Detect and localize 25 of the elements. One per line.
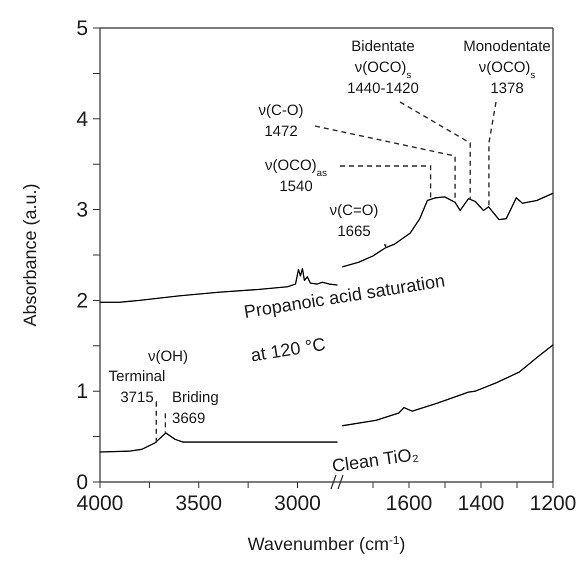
y-tick-label: 2 [76, 289, 88, 312]
y-axis-title: Absorbance (a.u.) [20, 183, 40, 327]
x-tick-label: 4000 [76, 492, 124, 515]
x-tick-label: 3000 [274, 492, 321, 515]
y-tick-label: 4 [76, 108, 88, 131]
line-series [99, 432, 338, 453]
text: Propanoic acid saturation at 120 °C [242, 270, 446, 366]
x-axis-title: Wavenumber (cm$^{-1}$) [248, 534, 406, 554]
x-tick-label: 3500 [175, 492, 222, 515]
x-tick-label: 1400 [458, 492, 504, 515]
y-tick-label: 1 [76, 380, 88, 404]
y-tick-label: 3 [76, 198, 88, 222]
annotation: ν(OH) [148, 348, 188, 365]
annotation: Briding 3669 [172, 389, 219, 427]
annotation: ν(C=O) 1665 [330, 202, 378, 240]
y-tick-label: 0 [76, 471, 88, 494]
annotation: ν(C-O) 1472 [258, 102, 304, 140]
annotation: Bidentate ν(OCO)$_{s}$ 1440-1420 [347, 38, 419, 97]
annotation: ν(OCO)$_{as}$ 1540 [265, 157, 328, 195]
text: Clean TiO₂ [330, 444, 420, 476]
annotation: Monodentate ν(OCO)$_{s}$ 1378 [463, 38, 551, 97]
y-tick-label: 5 [76, 17, 88, 40]
annotation: Terminal 3715 [108, 368, 166, 406]
x-tick-label: 1600 [386, 492, 432, 515]
x-tick-label: 1200 [530, 492, 576, 515]
